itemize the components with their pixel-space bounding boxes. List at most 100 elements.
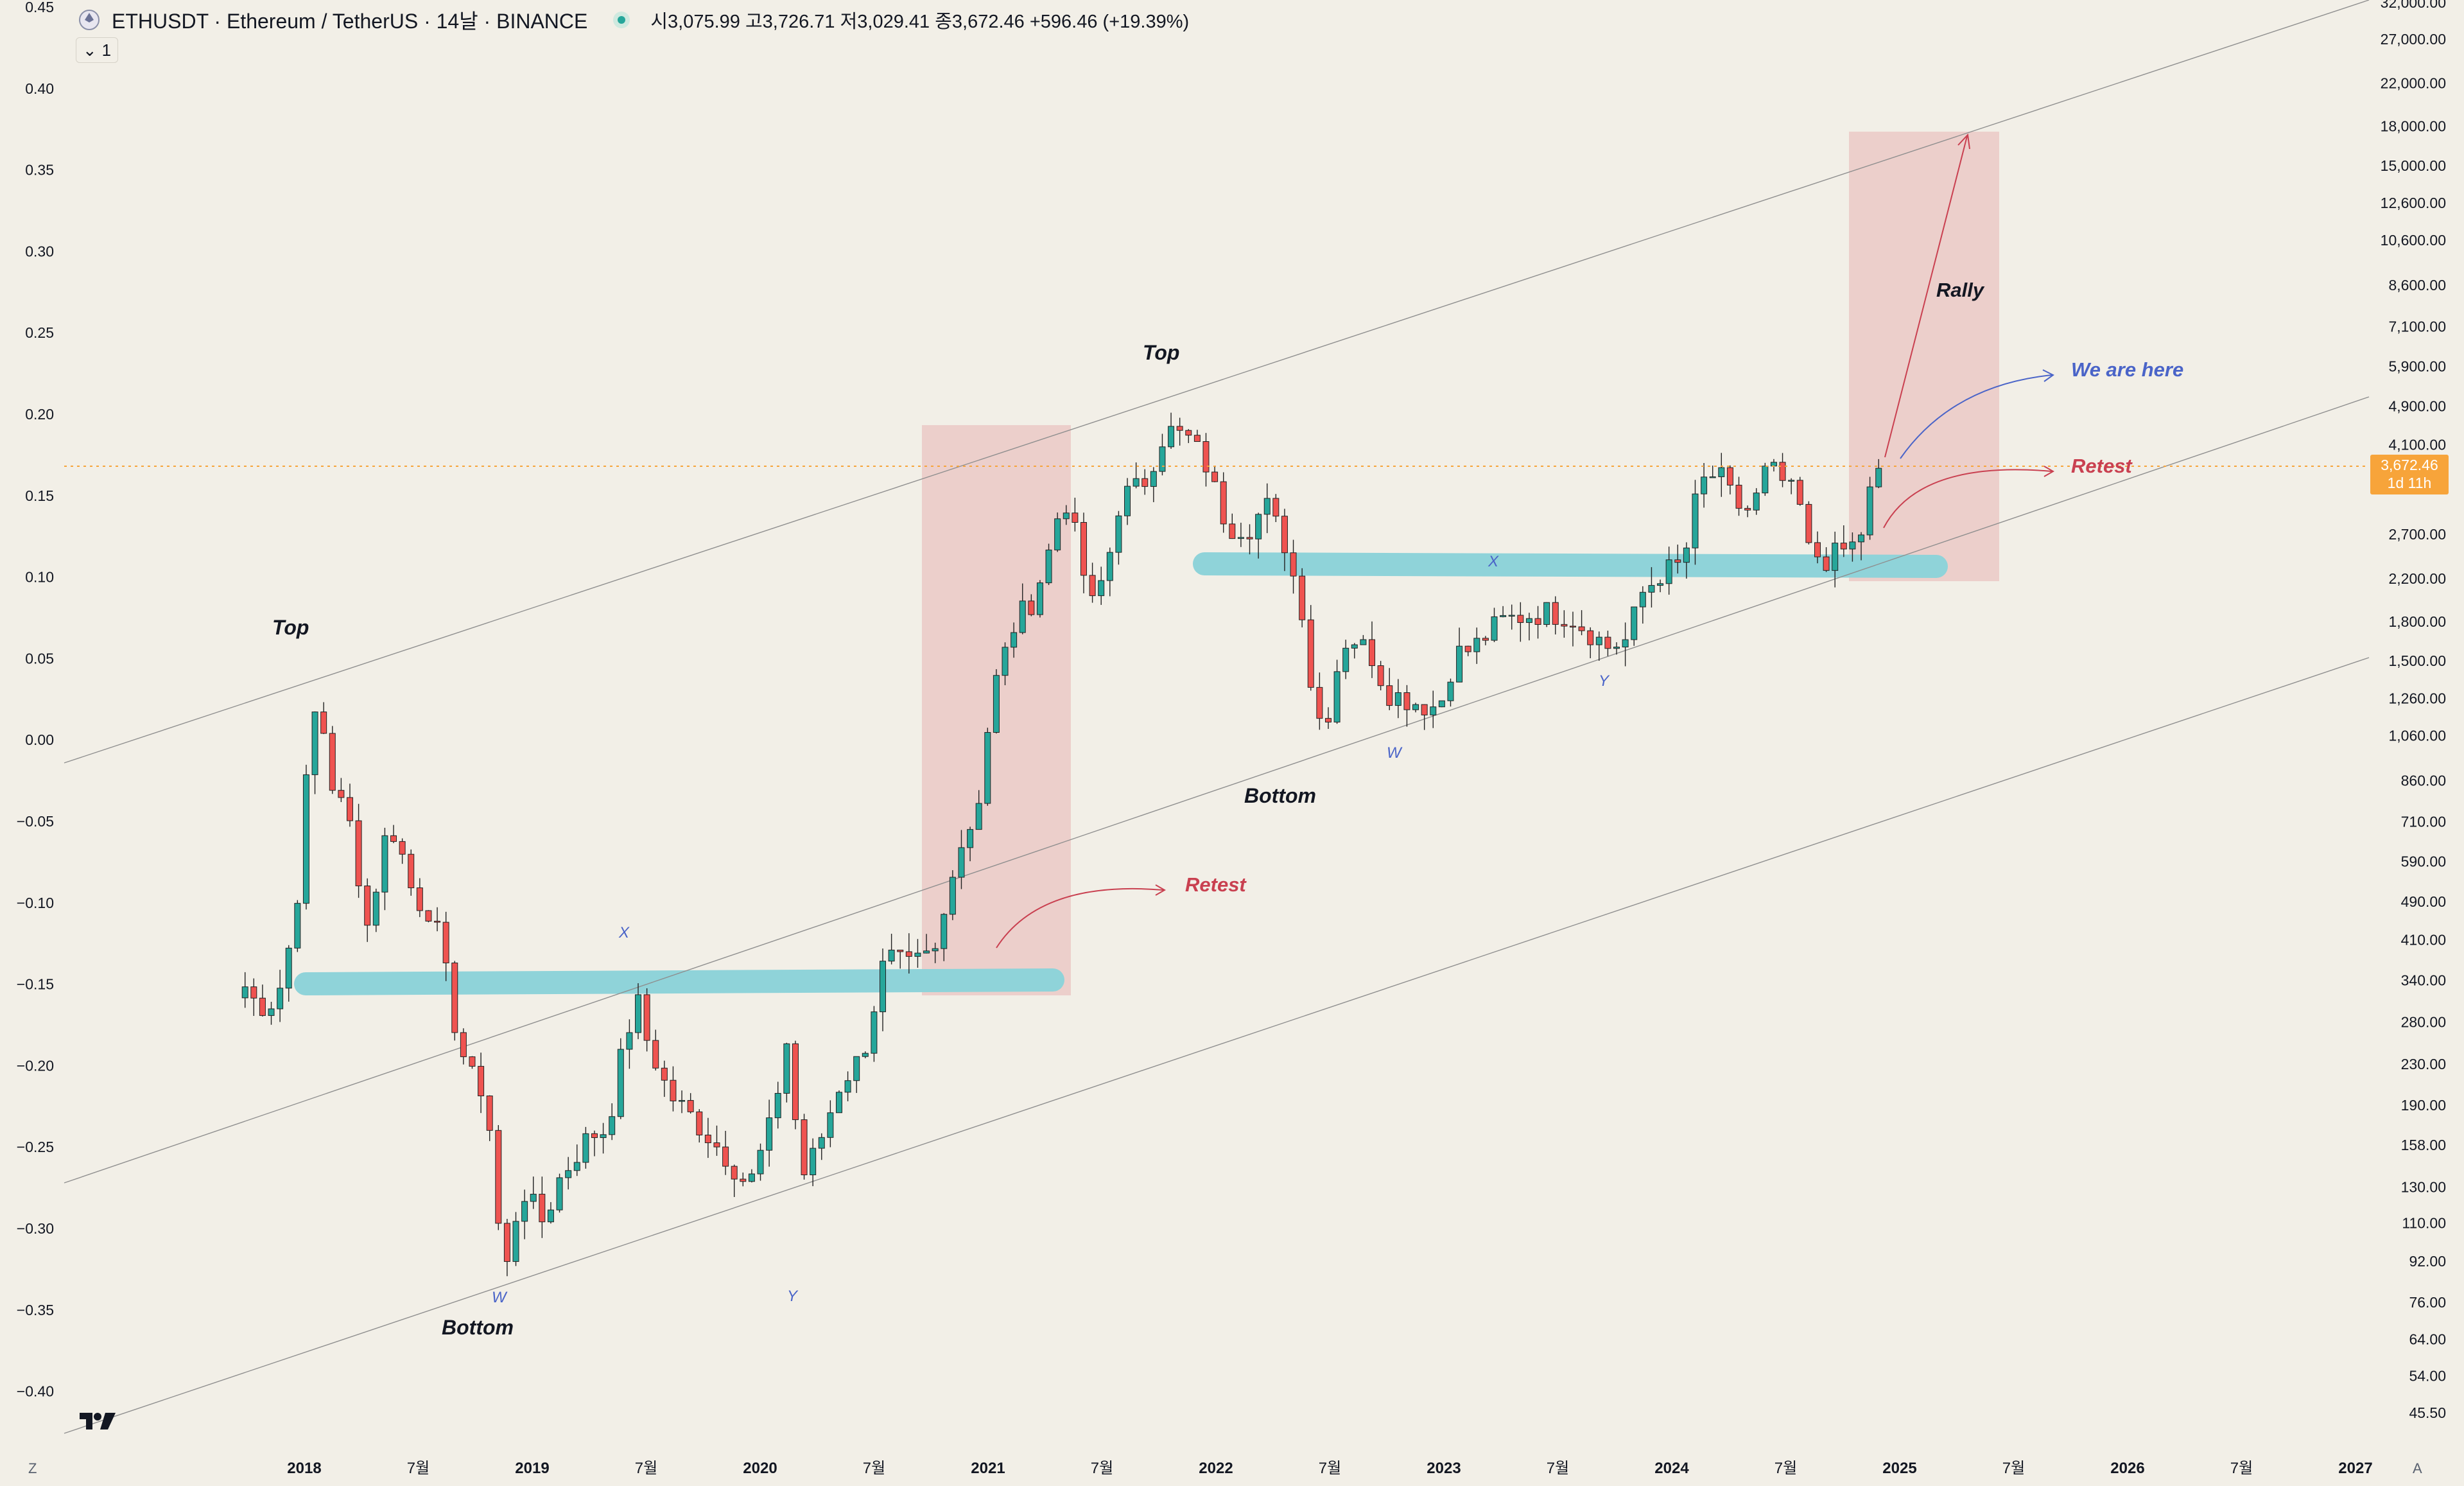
candle bbox=[1832, 531, 1839, 588]
candle bbox=[329, 726, 336, 794]
candle bbox=[1866, 476, 1873, 540]
retest-arrow-now-head bbox=[2043, 466, 2055, 477]
candle bbox=[285, 945, 292, 1002]
candle bbox=[1552, 596, 1559, 634]
candle bbox=[416, 878, 423, 918]
candle bbox=[547, 1202, 554, 1224]
candle bbox=[1692, 480, 1699, 565]
time-tick-label: 2025 bbox=[1882, 1460, 1916, 1477]
candle bbox=[1665, 546, 1672, 595]
candle bbox=[1525, 613, 1532, 641]
candle bbox=[1534, 606, 1541, 639]
left-tick-label: 0.25 bbox=[25, 324, 54, 341]
candle bbox=[1063, 505, 1070, 525]
channel-line-2 bbox=[64, 396, 2370, 1184]
candle bbox=[1735, 476, 1742, 516]
price-tick-label: 340.00 bbox=[2401, 972, 2446, 988]
candle bbox=[1744, 505, 1751, 518]
left-tick-label: −0.25 bbox=[17, 1139, 54, 1155]
candle bbox=[1036, 580, 1043, 618]
timezone-button[interactable]: Z bbox=[28, 1460, 37, 1476]
label-top-2018: Top bbox=[272, 616, 309, 639]
candle bbox=[1674, 545, 1681, 574]
wave-label-w1: W bbox=[492, 1289, 508, 1306]
candle bbox=[853, 1056, 860, 1093]
candle bbox=[941, 913, 948, 961]
candle bbox=[1631, 606, 1638, 646]
candle bbox=[975, 790, 982, 830]
label-bottom-2018: Bottom bbox=[442, 1316, 514, 1339]
label-retest-2021: Retest bbox=[1185, 873, 1247, 896]
candle bbox=[993, 669, 1000, 734]
left-tick-label: −0.10 bbox=[17, 895, 54, 911]
market-status-icon bbox=[613, 12, 630, 28]
candle bbox=[810, 1138, 817, 1187]
candle bbox=[1272, 494, 1280, 522]
candle bbox=[372, 888, 379, 932]
left-tick-label: 0.05 bbox=[25, 650, 54, 667]
price-tick-label: 92.00 bbox=[2409, 1253, 2446, 1270]
label-bottom-2022: Bottom bbox=[1244, 784, 1316, 807]
price-tick-label: 76.00 bbox=[2409, 1294, 2446, 1311]
candle bbox=[600, 1123, 607, 1154]
candle bbox=[1447, 678, 1454, 707]
candle bbox=[827, 1100, 834, 1148]
auto-scale-button[interactable]: A bbox=[2413, 1460, 2422, 1476]
candle bbox=[241, 972, 248, 1008]
current-price-value: 3,672.46 bbox=[2381, 457, 2438, 473]
candle bbox=[731, 1164, 738, 1197]
candle bbox=[451, 961, 458, 1041]
candle bbox=[1316, 672, 1323, 730]
candle bbox=[1456, 627, 1463, 683]
candle bbox=[573, 1144, 580, 1176]
price-tick-label: 280.00 bbox=[2401, 1013, 2446, 1030]
price-tick-label: 1,500.00 bbox=[2388, 652, 2446, 669]
rally-arrow bbox=[1884, 135, 1968, 458]
candle bbox=[1840, 525, 1847, 557]
symbol-logo-icon[interactable] bbox=[78, 9, 100, 31]
candle bbox=[1482, 636, 1489, 645]
collapse-toggle-button[interactable]: ⌄ 1 bbox=[76, 37, 118, 63]
time-tick-label: 7월 bbox=[1319, 1460, 1341, 1477]
chart-header: ETHUSDT · Ethereum / TetherUS · 14날 · BI… bbox=[78, 5, 1189, 35]
candle bbox=[1386, 668, 1393, 710]
left-tick-label: −0.30 bbox=[17, 1220, 54, 1237]
candle bbox=[801, 1114, 808, 1180]
candle bbox=[521, 1189, 528, 1239]
candle bbox=[1106, 547, 1113, 597]
candle bbox=[1753, 488, 1760, 515]
price-tick-label: 110.00 bbox=[2402, 1214, 2446, 1231]
candle bbox=[399, 838, 406, 864]
left-tick-label: −0.15 bbox=[17, 976, 54, 993]
candle bbox=[687, 1093, 694, 1114]
candle bbox=[696, 1109, 703, 1143]
time-tick-label: 2027 bbox=[2338, 1460, 2372, 1477]
candle bbox=[1823, 547, 1830, 572]
right-price-axis[interactable]: 45.50 54.00 64.00 76.00 92.00 110.00 130.00 158… bbox=[2381, 0, 2446, 1421]
candle bbox=[425, 910, 432, 923]
left-tick-label: 0.35 bbox=[25, 162, 54, 179]
candle bbox=[835, 1090, 842, 1114]
wave-label-x2: X bbox=[1488, 553, 1499, 570]
label-top-2021: Top bbox=[1143, 341, 1179, 364]
price-tick-label: 1,260.00 bbox=[2388, 690, 2446, 707]
candle bbox=[1595, 631, 1602, 661]
tradingview-logo-icon[interactable] bbox=[78, 1410, 118, 1432]
price-tick-label: 45.50 bbox=[2409, 1404, 2446, 1421]
label-rally: Rally bbox=[1936, 279, 1985, 301]
candle bbox=[818, 1133, 825, 1160]
candle bbox=[565, 1157, 572, 1190]
candle bbox=[1333, 660, 1340, 724]
candle bbox=[591, 1130, 598, 1157]
candle bbox=[1430, 690, 1437, 728]
candle bbox=[740, 1172, 747, 1187]
candle bbox=[661, 1060, 668, 1097]
candle bbox=[1124, 478, 1131, 525]
candle bbox=[1220, 472, 1227, 533]
symbol-title[interactable]: ETHUSDT · Ethereum / TetherUS · 14날 · BI… bbox=[112, 10, 588, 33]
left-tick-label: −0.35 bbox=[17, 1302, 54, 1318]
candle bbox=[1421, 704, 1428, 730]
time-axis[interactable]: 2018 7월 2019 7월 2020 7월 2021 7월 2022 7월 2023 7월 2024… bbox=[287, 1460, 2372, 1477]
retest-arrow-2021-head bbox=[1155, 884, 1167, 896]
